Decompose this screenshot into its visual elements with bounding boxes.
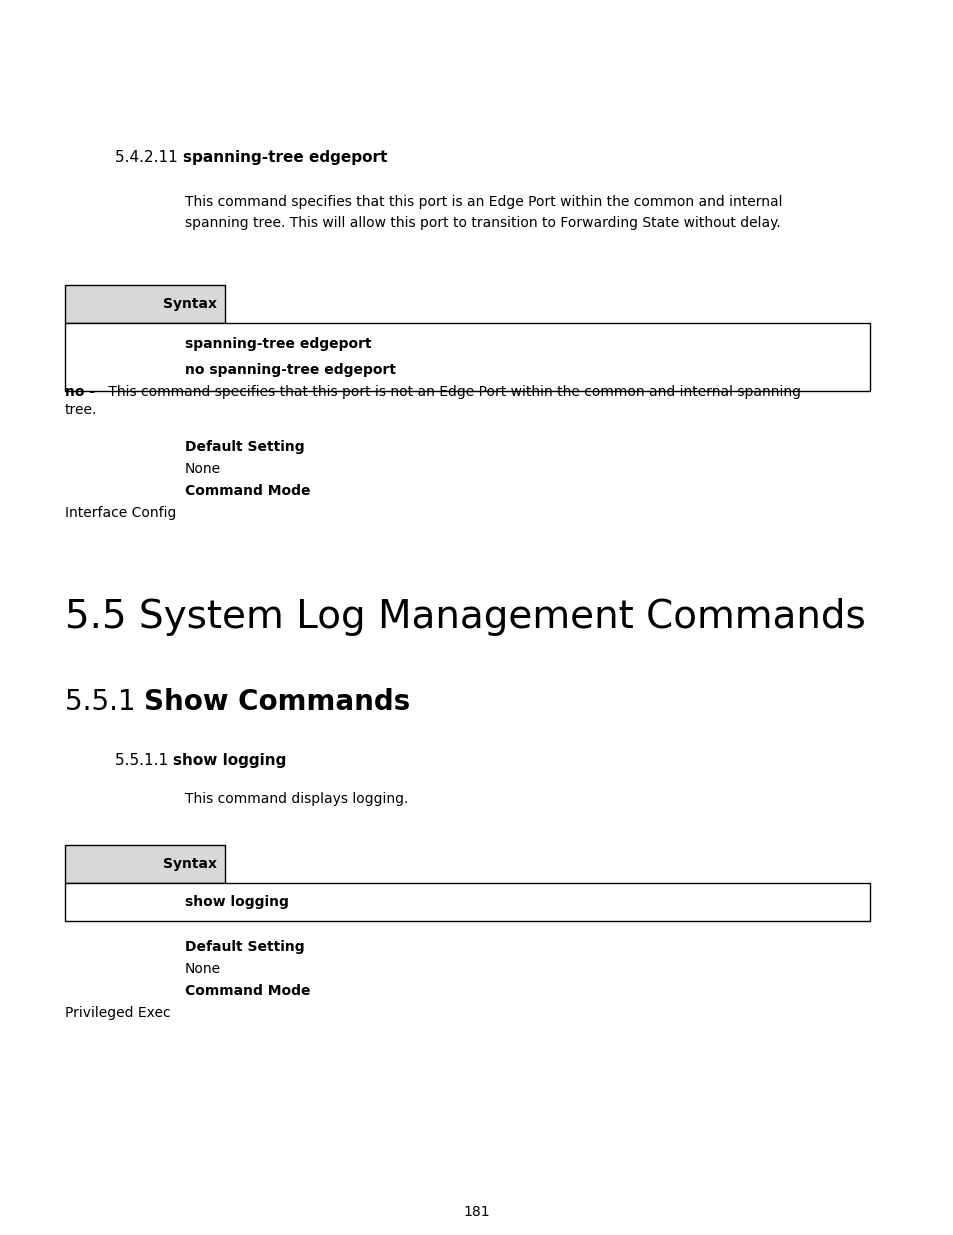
- Bar: [65, 845, 225, 883]
- Text: spanning-tree edgeport: spanning-tree edgeport: [182, 149, 387, 165]
- Text: 5.4.2.11: 5.4.2.11: [115, 149, 182, 165]
- Text: show logging: show logging: [185, 895, 289, 909]
- Text: Command Mode: Command Mode: [185, 484, 310, 498]
- Text: no -: no -: [65, 385, 95, 399]
- Bar: [65, 883, 869, 921]
- Text: 5.5.1: 5.5.1: [65, 688, 144, 716]
- Text: spanning-tree edgeport: spanning-tree edgeport: [185, 337, 372, 351]
- Text: Syntax: Syntax: [163, 296, 216, 311]
- Bar: [65, 324, 869, 391]
- Text: This command specifies that this port is an Edge Port within the common and inte: This command specifies that this port is…: [185, 195, 781, 230]
- Text: 5.5.1.1: 5.5.1.1: [115, 753, 172, 768]
- Text: This command displays logging.: This command displays logging.: [185, 792, 408, 806]
- Text: Command Mode: Command Mode: [185, 984, 310, 998]
- Text: Syntax: Syntax: [163, 857, 216, 871]
- Text: Default Setting: Default Setting: [185, 440, 304, 454]
- Text: This command specifies that this port is not an Edge Port within the common and : This command specifies that this port is…: [104, 385, 801, 399]
- Text: 5.5 System Log Management Commands: 5.5 System Log Management Commands: [65, 598, 864, 636]
- Text: None: None: [185, 962, 221, 976]
- Text: show logging: show logging: [172, 753, 286, 768]
- Text: None: None: [185, 462, 221, 475]
- Bar: [65, 285, 225, 324]
- Text: Privileged Exec: Privileged Exec: [65, 1007, 171, 1020]
- Text: no spanning-tree edgeport: no spanning-tree edgeport: [185, 363, 395, 377]
- Text: Show Commands: Show Commands: [144, 688, 411, 716]
- Text: 181: 181: [463, 1205, 490, 1219]
- Text: Interface Config: Interface Config: [65, 506, 176, 520]
- Text: Default Setting: Default Setting: [185, 940, 304, 953]
- Text: tree.: tree.: [65, 403, 97, 417]
